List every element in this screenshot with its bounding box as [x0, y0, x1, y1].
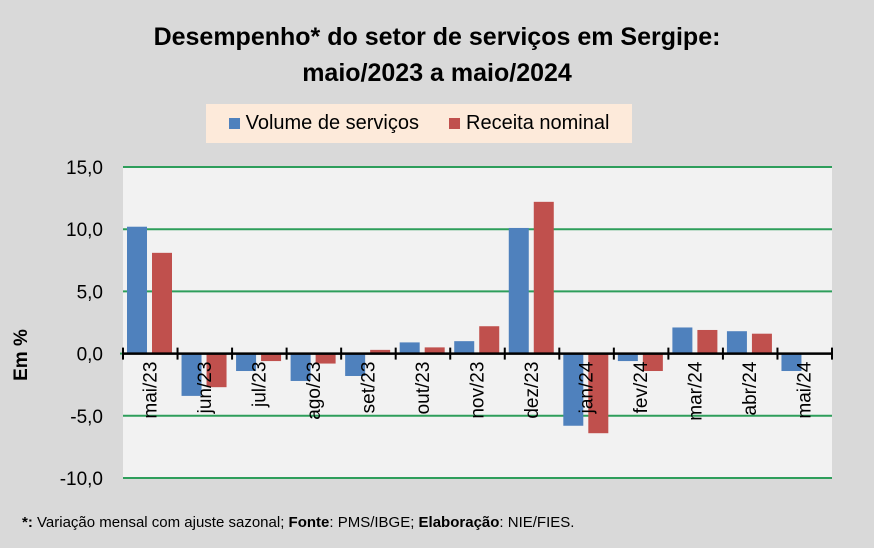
- legend-item-receita: Receita nominal: [449, 112, 609, 135]
- bar: [181, 353, 202, 396]
- bar: [697, 329, 718, 354]
- y-tick-label: 15,0: [66, 158, 103, 179]
- y-tick-label: 0,0: [77, 345, 103, 366]
- bar: [152, 252, 172, 354]
- bar: [370, 349, 391, 354]
- bar: [127, 226, 147, 354]
- x-tick-label: jun/23: [195, 362, 216, 415]
- x-tick-label: jul/23: [249, 362, 270, 408]
- x-tick-label: jan/24: [577, 361, 598, 414]
- bar: [206, 353, 227, 388]
- bar: [345, 353, 366, 376]
- bar: [751, 333, 772, 354]
- bar: [726, 331, 747, 354]
- x-tick-label: ago/23: [304, 362, 325, 420]
- bar: [672, 327, 693, 354]
- plot-area: [123, 167, 832, 478]
- x-tick-label: mai/23: [140, 362, 161, 419]
- bar: [454, 341, 475, 354]
- legend-label-receita: Receita nominal: [466, 112, 610, 134]
- footnote-fonte-text: : PMS/IBGE;: [329, 514, 419, 531]
- footnote-fonte-label: Fonte: [288, 514, 330, 531]
- footnote-marker: *:: [22, 514, 33, 531]
- bar: [424, 347, 445, 354]
- legend-swatch-volume: [228, 118, 240, 129]
- legend-item-volume: Volume de serviços: [228, 112, 419, 135]
- bar: [236, 353, 257, 372]
- footnote-elaboracao-text: : NIE/FIES.: [499, 514, 575, 531]
- bar: [533, 201, 554, 354]
- y-tick-label: -10,0: [60, 469, 103, 490]
- x-tick-label: out/23: [413, 362, 434, 415]
- y-tick-label: 5,0: [77, 282, 103, 303]
- bar: [315, 353, 336, 364]
- bar: [563, 353, 584, 426]
- x-tick-label: nov/23: [468, 362, 489, 419]
- footnote: *: Variação mensal com ajuste sazonal; F…: [22, 514, 574, 531]
- bar: [508, 227, 529, 354]
- bar: [261, 353, 282, 362]
- bar: [617, 353, 638, 362]
- legend: Volume de serviços Receita nominal: [206, 104, 632, 143]
- x-tick-label: mar/24: [686, 361, 707, 421]
- x-tick-label: mai/24: [795, 361, 816, 418]
- bar: [781, 353, 802, 372]
- x-tick-label: dez/23: [522, 362, 543, 419]
- x-tick-label: abr/24: [740, 361, 761, 415]
- chart-subtitle: maio/2023 a maio/2024: [302, 59, 572, 87]
- y-tick-label: 10,0: [66, 220, 103, 241]
- bar: [479, 326, 500, 354]
- bar: [588, 353, 609, 434]
- bar: [642, 353, 663, 372]
- footnote-elaboracao-label: Elaboração: [418, 514, 500, 531]
- bar: [290, 353, 311, 381]
- bar: [399, 342, 420, 354]
- x-tick-label: fev/24: [631, 361, 652, 413]
- y-tick-label: -5,0: [70, 407, 103, 428]
- legend-swatch-receita: [449, 118, 460, 129]
- legend-label-volume: Volume de serviços: [245, 112, 419, 134]
- footnote-text: Variação mensal com ajuste sazonal;: [32, 514, 289, 531]
- chart-title: Desempenho* do setor de serviços em Serg…: [153, 23, 721, 51]
- x-tick-label: set/23: [358, 362, 379, 414]
